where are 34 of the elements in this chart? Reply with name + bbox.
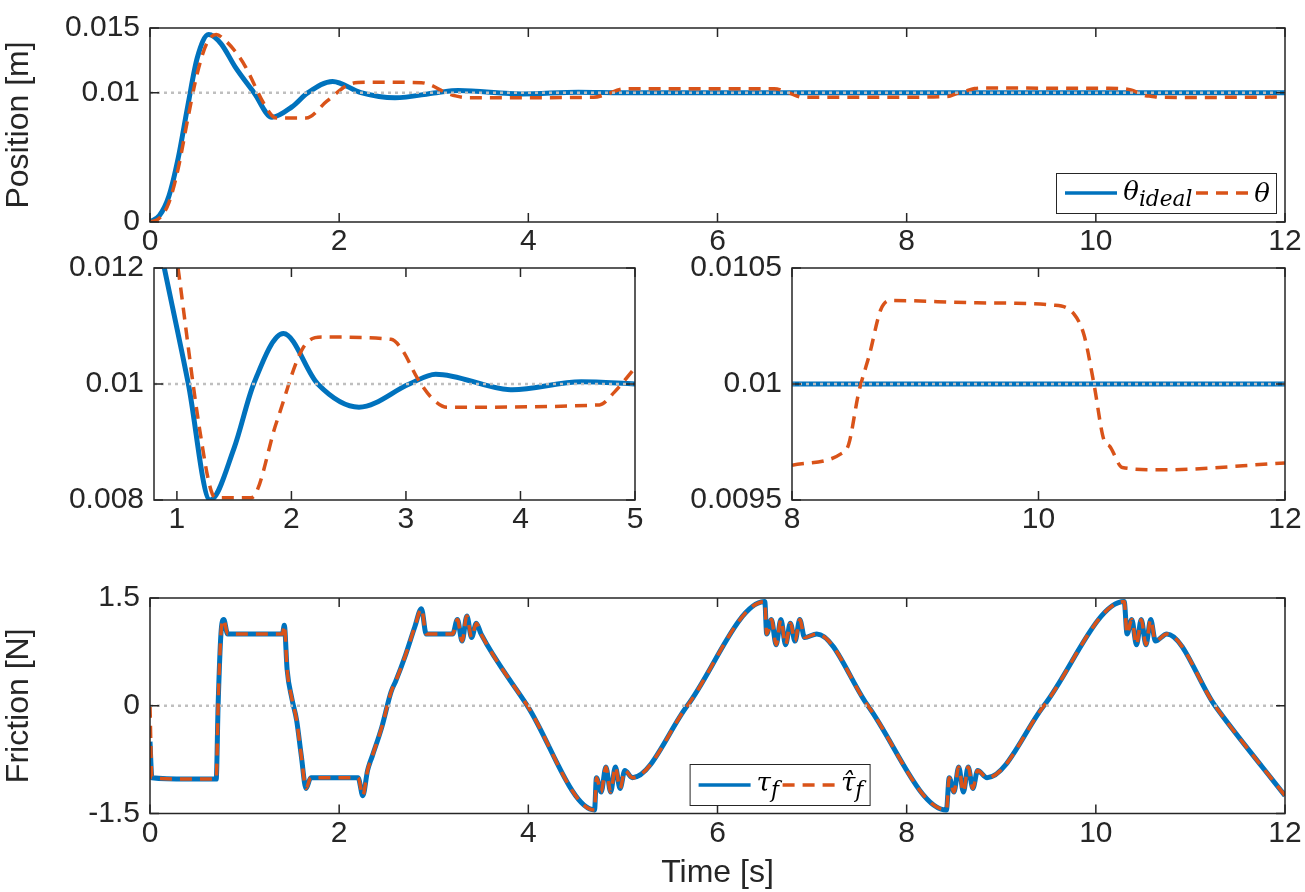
x-tick-label: 2 bbox=[283, 501, 300, 535]
y-tick-label: 0.01 bbox=[723, 365, 782, 399]
y-tick-label: 0.0095 bbox=[690, 481, 782, 515]
y-tick-label: 1.5 bbox=[98, 579, 140, 613]
x-tick-label: 4 bbox=[519, 223, 537, 257]
y-axis-title: Position [m] bbox=[0, 41, 36, 209]
x-tick-label: 12 bbox=[1268, 814, 1302, 848]
x-tick-label: 12 bbox=[1268, 223, 1302, 257]
x-axis-title: Time [s] bbox=[661, 852, 774, 889]
y-tick-label: 0.015 bbox=[64, 9, 140, 43]
y-tick-label: -1.5 bbox=[88, 794, 140, 828]
y-tick-label: 0 bbox=[123, 687, 140, 721]
y-tick-label: 0.008 bbox=[68, 481, 144, 515]
legend-label: θ$_{ideal}$ bbox=[1123, 175, 1193, 211]
y-tick-label: 0.01 bbox=[81, 73, 140, 107]
x-tick-label: 6 bbox=[709, 814, 726, 848]
x-tick-label: 10 bbox=[1021, 501, 1056, 535]
y-tick-label: 0.01 bbox=[85, 365, 144, 399]
x-tick-label: 2 bbox=[330, 223, 348, 257]
x-tick-label: 1 bbox=[168, 501, 186, 535]
x-tick-label: 4 bbox=[512, 501, 529, 535]
x-tick-label: 10 bbox=[1079, 223, 1113, 257]
x-tick-label: 8 bbox=[898, 223, 916, 257]
x-tick-label: 12 bbox=[1268, 501, 1302, 535]
legend-label: θ bbox=[1254, 178, 1270, 209]
x-tick-label: 5 bbox=[626, 501, 644, 535]
x-tick-label: 3 bbox=[397, 501, 415, 535]
x-tick-label: 2 bbox=[330, 814, 348, 848]
x-tick-label: 8 bbox=[898, 814, 916, 848]
y-tick-label: 0.012 bbox=[68, 249, 144, 283]
y-axis-title: Friction [N] bbox=[0, 628, 36, 784]
x-tick-label: 8 bbox=[783, 501, 801, 535]
x-tick-label: 4 bbox=[519, 814, 537, 848]
x-tick-label: 10 bbox=[1079, 814, 1113, 848]
